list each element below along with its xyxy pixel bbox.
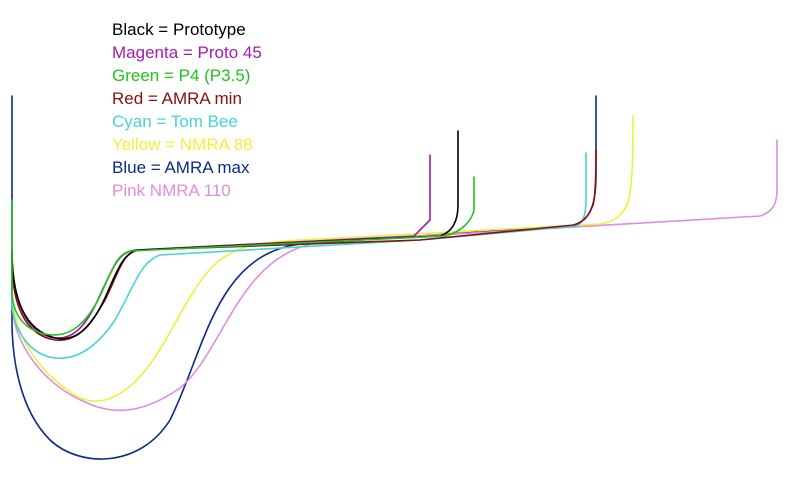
legend-item-red: Red = AMRA min [112, 89, 242, 108]
legend: Black = Prototype Magenta = Proto 45 Gre… [112, 18, 262, 202]
profile-pink-nmra-110 [11, 139, 778, 412]
profile-yellow-nmra-88 [11, 115, 634, 402]
legend-item-blue: Blue = AMRA max [112, 158, 250, 177]
legend-item-yellow: Yellow = NMRA 88 [112, 135, 253, 154]
profile-red-amra-min [11, 149, 597, 341]
legend-item-green: Green = P4 (P3.5) [112, 66, 251, 85]
profile-cyan-tom-bee [11, 152, 587, 360]
legend-item-magenta: Magenta = Proto 45 [112, 43, 262, 62]
legend-item-pink: Pink NMRA 110 [112, 181, 231, 200]
legend-item-black: Black = Prototype [112, 20, 246, 39]
legend-item-cyan: Cyan = Tom Bee [112, 112, 238, 131]
profile-black-prototype [11, 130, 459, 340]
profile-green-p4 [11, 176, 475, 336]
profile-blue-amra-max [11, 95, 597, 460]
